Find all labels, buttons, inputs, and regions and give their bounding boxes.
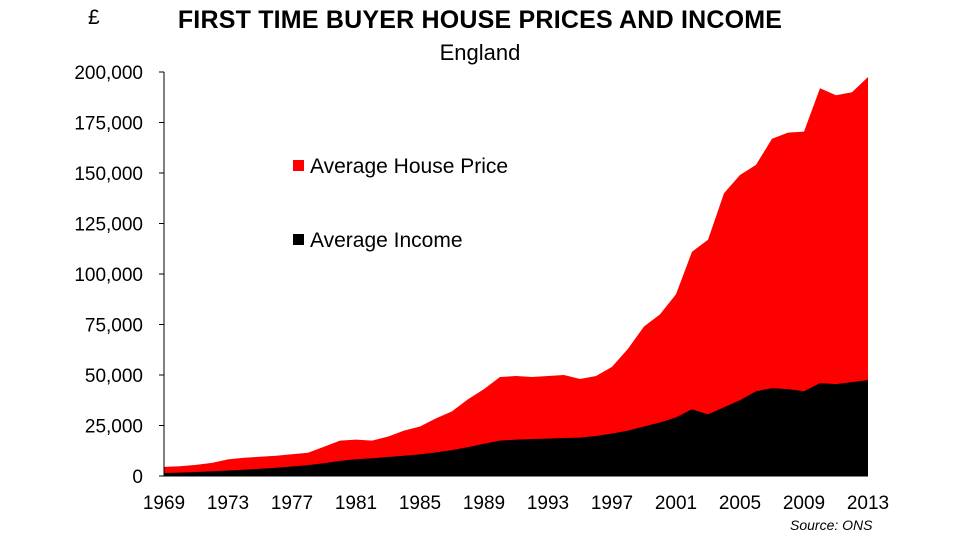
x-tick-label: 1993 (527, 493, 569, 514)
legend-label: Average Income (310, 229, 463, 252)
x-tick-label: 2005 (719, 493, 761, 514)
x-tick-label: 1985 (399, 493, 441, 514)
series-area-average-income (164, 380, 868, 476)
y-tick-label: 175,000 (74, 114, 143, 135)
chart-title: FIRST TIME BUYER HOUSE PRICES AND INCOME (177, 6, 783, 34)
y-tick-label: 50,000 (85, 366, 143, 387)
chart-subtitle: England (439, 40, 521, 65)
x-tick-label: 2013 (847, 493, 889, 514)
legend-label: Average House Price (310, 155, 508, 178)
x-tick-label: 1981 (335, 493, 377, 514)
x-tick-label: 1989 (463, 493, 505, 514)
x-tick-label: 2001 (655, 493, 697, 514)
y-tick-label: 125,000 (74, 215, 143, 236)
x-tick-label: 1969 (143, 493, 185, 514)
y-tick-label: 0 (132, 467, 143, 488)
x-tick-label: 2009 (783, 493, 825, 514)
x-tick-label: 1977 (271, 493, 313, 514)
series-area-average-house-price (164, 77, 868, 476)
y-unit-label: £ (88, 6, 100, 29)
y-tick-label: 75,000 (85, 316, 143, 337)
y-tick-label: 100,000 (74, 265, 143, 286)
legend-swatch (293, 160, 304, 171)
x-tick-label: 1997 (591, 493, 633, 514)
y-tick-label: 150,000 (74, 164, 143, 185)
x-tick-label: 1973 (207, 493, 249, 514)
y-tick-label: 200,000 (74, 63, 143, 84)
source-note: Source: ONS (790, 517, 873, 533)
legend-swatch (293, 234, 304, 245)
y-tick-label: 25,000 (85, 417, 143, 438)
